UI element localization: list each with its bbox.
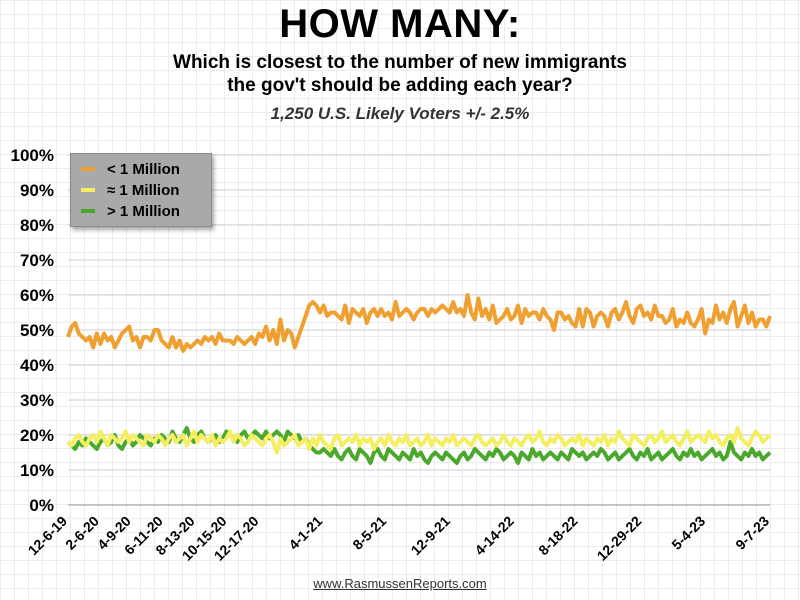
x-axis-labels: 12-6-192-6-204-9-206-11-208-13-2010-15-2…: [25, 513, 773, 564]
subtitle-line-2: the gov't should be adding each year?: [227, 75, 573, 96]
legend-swatch-more: [81, 209, 95, 213]
legend-item-more: > 1 Million: [81, 201, 180, 221]
x-tick-label: 12-6-19: [25, 513, 71, 559]
source-link[interactable]: www.RasmussenReports.com: [313, 576, 487, 591]
legend-label-about: ≈ 1 Million: [107, 181, 180, 199]
y-tick-label: 70%: [20, 251, 54, 270]
subtitle-line-1: Which is closest to the number of new im…: [173, 52, 627, 73]
chart-title: HOW MANY:: [279, 2, 521, 46]
series-line-about: [66, 426, 772, 455]
x-tick-label: 9-7-23: [732, 513, 772, 553]
y-tick-label: 90%: [20, 181, 54, 200]
x-tick-label: 8-5-21: [349, 513, 389, 553]
y-tick-label: 80%: [20, 216, 54, 235]
x-tick-label: 4-1-21: [285, 513, 325, 553]
y-tick-label: 100%: [11, 146, 54, 165]
legend-item-about: ≈ 1 Million: [81, 180, 179, 200]
y-tick-label: 10%: [20, 461, 54, 480]
legend-label-more: > 1 Million: [107, 202, 180, 220]
legend: < 1 Million ≈ 1 Million > 1 Million: [70, 153, 212, 227]
x-tick-label: 12-29-22: [594, 513, 645, 564]
series-layer: [66, 293, 772, 465]
legend-label-less: < 1 Million: [107, 160, 180, 178]
legend-swatch-about: [81, 188, 95, 192]
legend-item-less: < 1 Million: [81, 159, 180, 179]
sample-note: 1,250 U.S. Likely Voters +/- 2.5%: [270, 104, 530, 123]
y-axis-labels: 0% 10% 20% 30% 40% 50% 60% 70% 80% 90% 100%: [11, 146, 54, 515]
series-line-more: [66, 426, 772, 465]
chart-subtitle: Which is closest to the number of new im…: [0, 51, 800, 97]
y-tick-label: 0%: [29, 496, 54, 515]
x-tick-label: 8-18-22: [535, 513, 581, 559]
series-line-less: [66, 293, 772, 353]
y-tick-label: 30%: [20, 391, 54, 410]
y-tick-label: 20%: [20, 426, 54, 445]
x-tick-label: 2-6-20: [62, 513, 102, 553]
y-tick-label: 40%: [20, 356, 54, 375]
y-tick-label: 50%: [20, 321, 54, 340]
x-tick-label: 12-9-21: [408, 513, 454, 559]
x-tick-label: 4-14-22: [471, 513, 517, 559]
x-tick-label: 5-4-23: [668, 513, 708, 553]
y-tick-label: 60%: [20, 286, 54, 305]
legend-swatch-less: [81, 167, 95, 171]
